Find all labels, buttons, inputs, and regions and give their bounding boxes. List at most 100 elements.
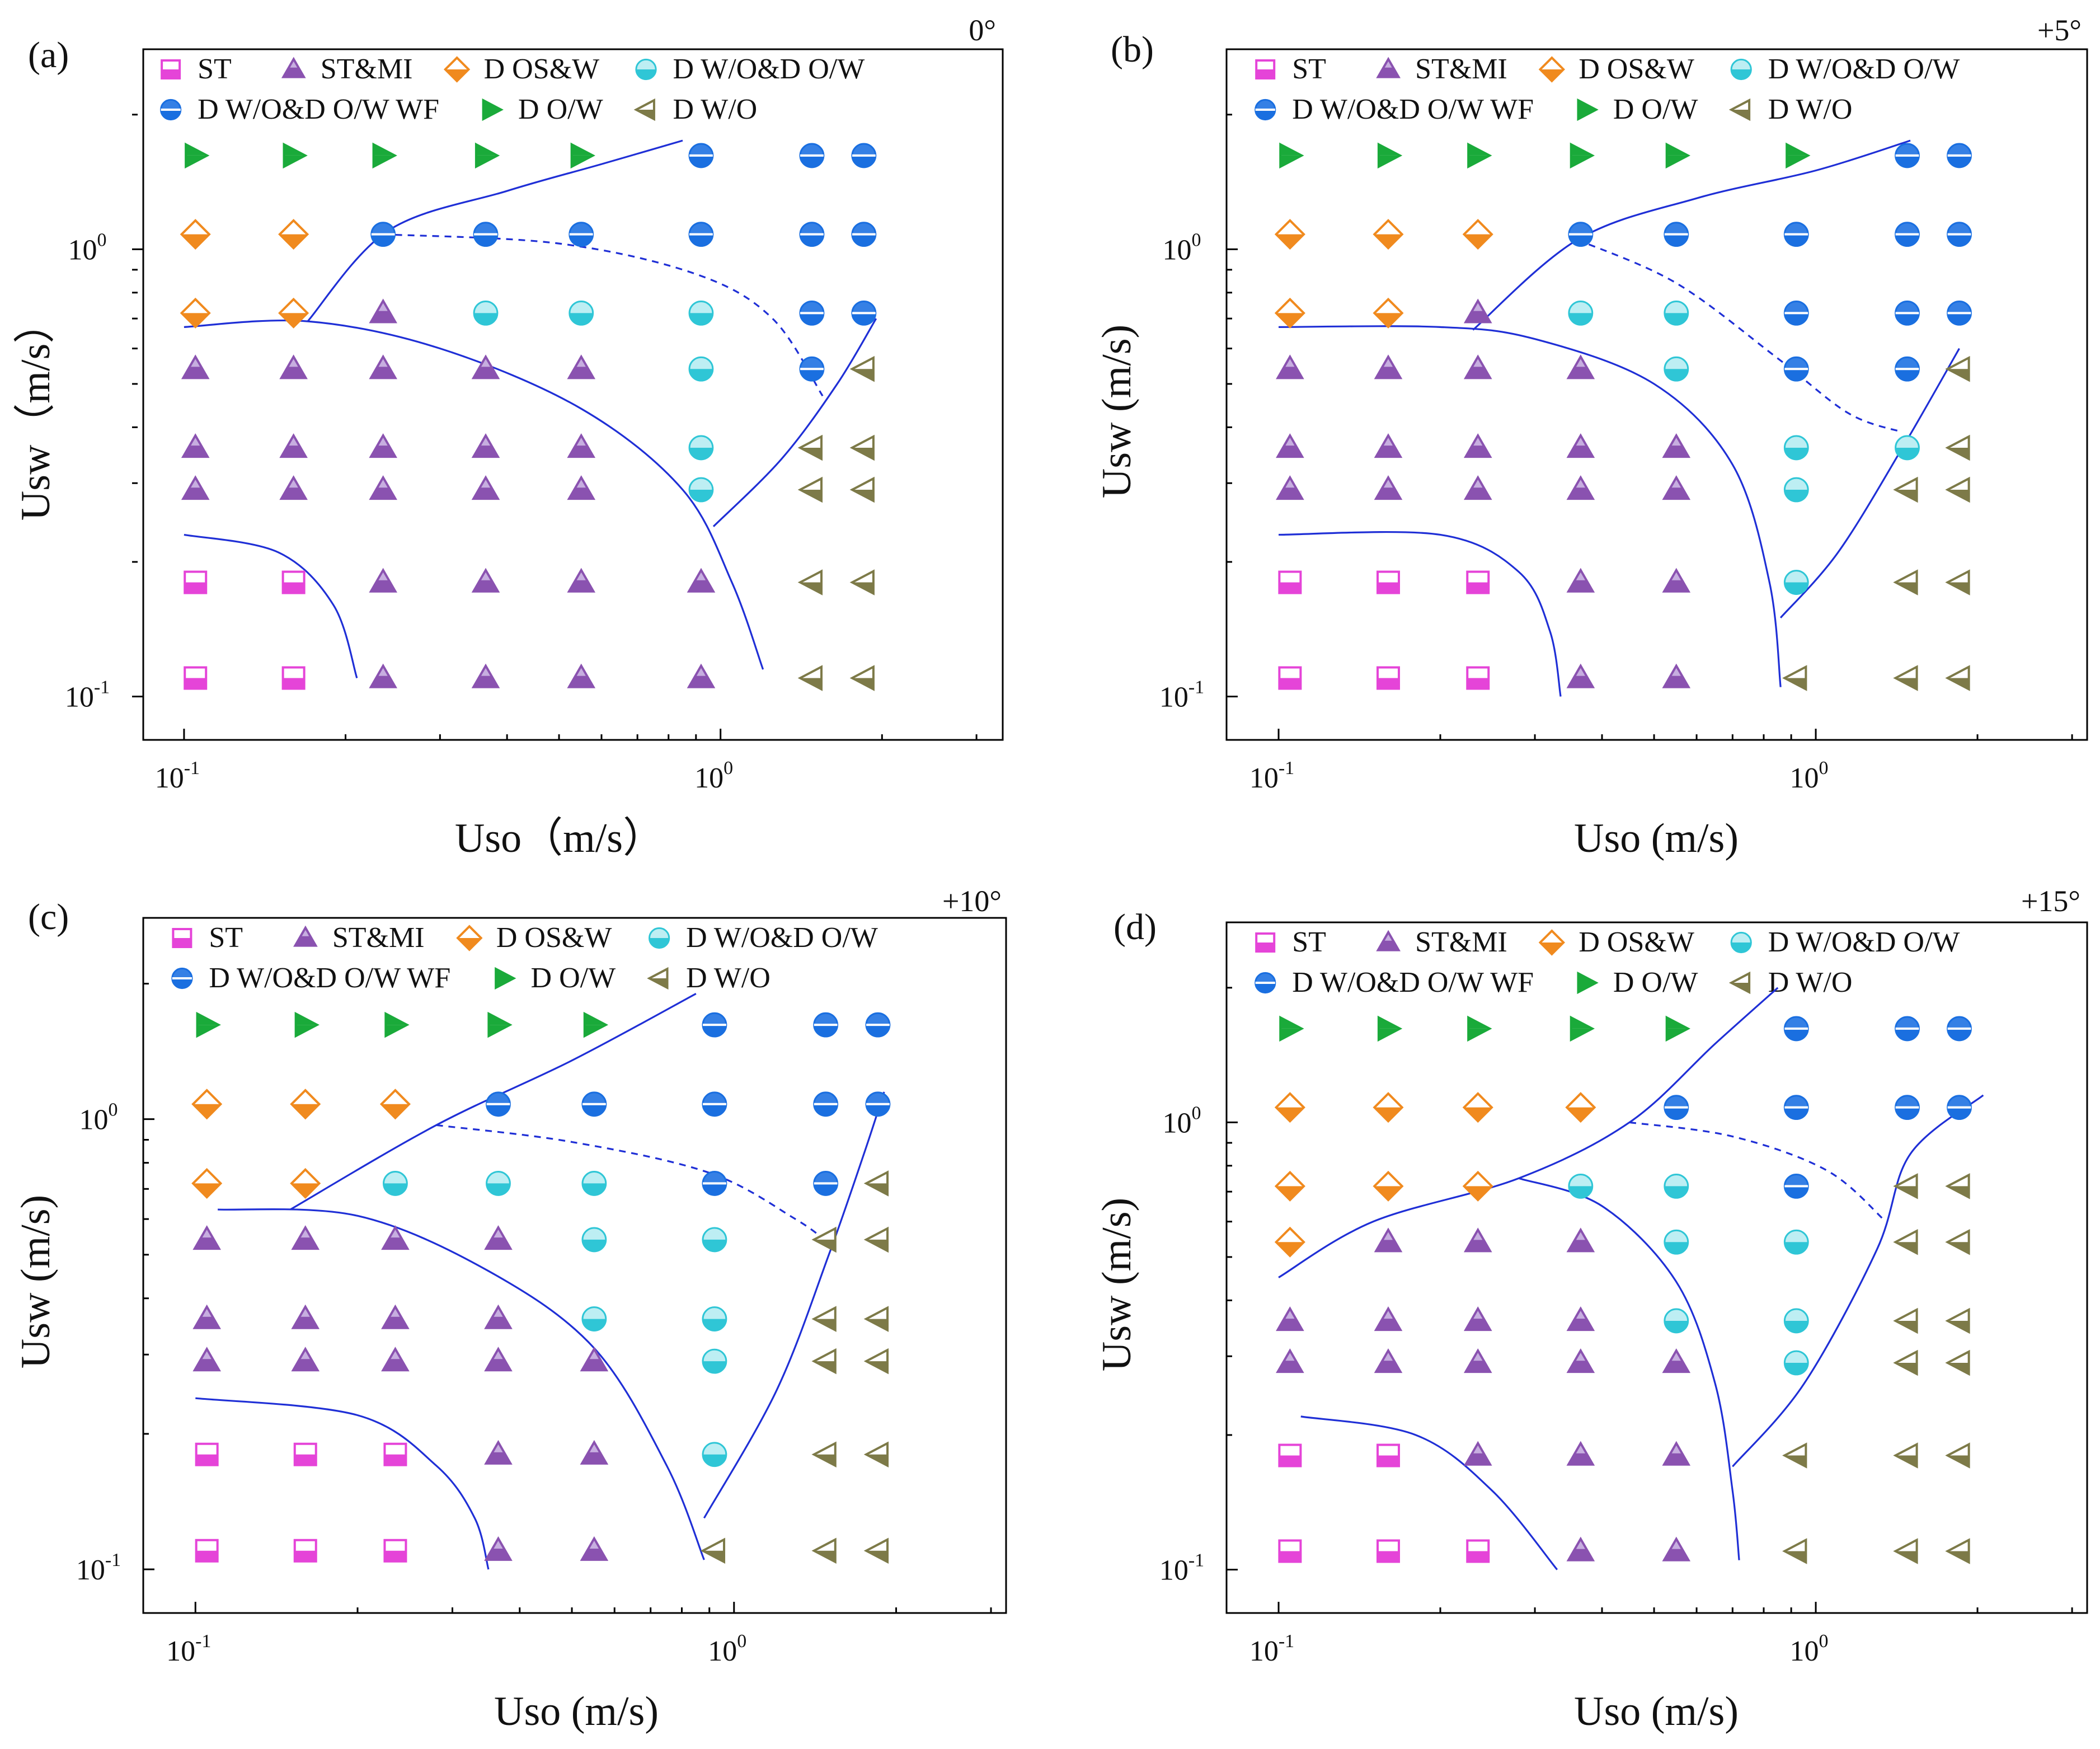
legend-item: D W/O — [1728, 93, 1852, 125]
panel-label: (c) — [28, 897, 69, 937]
data-point — [291, 1304, 320, 1329]
plot-frame — [142, 48, 1004, 741]
y-tick-exp: 0 — [97, 229, 107, 250]
data-point — [567, 354, 596, 379]
legend-symbol — [171, 967, 193, 990]
data-point — [486, 1091, 511, 1117]
data-point — [1278, 1443, 1302, 1467]
data-point — [192, 1304, 221, 1329]
data-point — [581, 1091, 607, 1117]
data-point — [180, 297, 211, 329]
legend-symbol — [1577, 971, 1599, 995]
data-point — [1274, 1170, 1305, 1202]
x-tick-base: 10 — [166, 1635, 195, 1667]
data-point — [1662, 568, 1691, 593]
data-point — [381, 1225, 410, 1250]
legend-symbol — [1255, 99, 1276, 121]
data-point — [688, 356, 714, 382]
data-point — [1664, 1229, 1689, 1255]
data-point — [181, 354, 210, 379]
data-point — [291, 1225, 320, 1250]
data-point — [1664, 1173, 1689, 1199]
data-point — [1783, 1350, 1809, 1376]
data-point — [851, 143, 877, 168]
data-point — [1374, 354, 1403, 379]
data-point — [811, 1348, 837, 1375]
dashed-boundary-curve — [1629, 1121, 1887, 1222]
data-point — [1463, 1306, 1492, 1331]
data-point — [181, 433, 210, 458]
data-point — [1373, 1170, 1404, 1202]
data-point — [1278, 570, 1302, 594]
data-point — [1893, 1538, 1918, 1564]
x-axis-label: Uso (m/s) — [1574, 1689, 1739, 1734]
legend-symbol — [1538, 929, 1565, 956]
legend-label: D W/O&D O/W WF — [1292, 967, 1534, 998]
legend-symbol — [1577, 98, 1599, 121]
data-point — [1376, 1443, 1400, 1467]
x-tick-exp: -1 — [195, 1631, 211, 1652]
data-point — [1463, 1348, 1492, 1373]
data-point — [1783, 1229, 1809, 1255]
legend-item: D OS&W — [1538, 926, 1694, 958]
data-point — [1895, 222, 1920, 247]
data-point — [1276, 354, 1304, 379]
legend-symbol — [443, 56, 471, 83]
data-point — [570, 142, 595, 169]
data-point — [1374, 1348, 1403, 1373]
data-point — [1893, 665, 1918, 691]
legend-symbol — [633, 98, 655, 121]
data-point — [581, 1227, 607, 1253]
data-point — [1373, 1092, 1404, 1123]
data-point — [192, 1225, 221, 1250]
data-point — [811, 1441, 837, 1467]
data-point — [688, 477, 714, 503]
data-point — [1945, 665, 1970, 691]
data-point — [569, 222, 594, 247]
data-point — [1664, 300, 1689, 326]
data-point — [1945, 1228, 1970, 1255]
x-tick-exp: -1 — [184, 758, 200, 779]
y-tick-base: 10 — [68, 234, 97, 266]
legend-label: D W/O&D O/W — [1768, 926, 1960, 958]
y-tick-base: 10 — [1163, 1107, 1192, 1139]
data-point — [1463, 354, 1492, 379]
boundary-curve — [1278, 987, 1779, 1278]
data-point — [849, 355, 875, 382]
legend-symbol — [161, 59, 181, 79]
data-point — [1945, 569, 1970, 595]
data-point — [1783, 1095, 1809, 1120]
data-point — [1374, 475, 1403, 500]
data-point — [688, 300, 714, 326]
data-point — [473, 300, 499, 326]
panel-label: (a) — [28, 35, 69, 76]
legend-item: D W/O&D O/W — [635, 53, 865, 85]
legend-label: D W/O&D O/W — [686, 922, 878, 954]
y-tick-exp: 0 — [1192, 229, 1201, 250]
data-point — [1783, 477, 1809, 503]
data-point — [1566, 568, 1595, 593]
data-point — [1893, 569, 1918, 595]
boundary-curve — [1472, 139, 1911, 331]
x-tick-base: 10 — [694, 762, 724, 794]
data-point — [1376, 1539, 1400, 1563]
legend-label: D O/W — [531, 962, 616, 994]
y-axis-label: Usw (m/s) — [1094, 325, 1140, 498]
data-point — [384, 1011, 410, 1038]
data-point — [1945, 434, 1970, 461]
legend-symbol — [649, 927, 670, 949]
data-point — [1466, 570, 1490, 594]
data-point — [1467, 142, 1492, 169]
data-point — [1377, 1015, 1403, 1042]
data-point — [471, 663, 500, 688]
boundary-curve — [184, 533, 358, 678]
data-point — [799, 222, 825, 247]
legend-symbol — [1255, 932, 1276, 953]
legend-symbol — [172, 928, 192, 948]
data-point — [1568, 222, 1594, 247]
legend-label: D OS&W — [484, 53, 600, 85]
data-point — [281, 570, 306, 594]
data-point — [1566, 354, 1595, 379]
data-point — [1568, 1173, 1594, 1199]
data-point — [1463, 1441, 1492, 1466]
